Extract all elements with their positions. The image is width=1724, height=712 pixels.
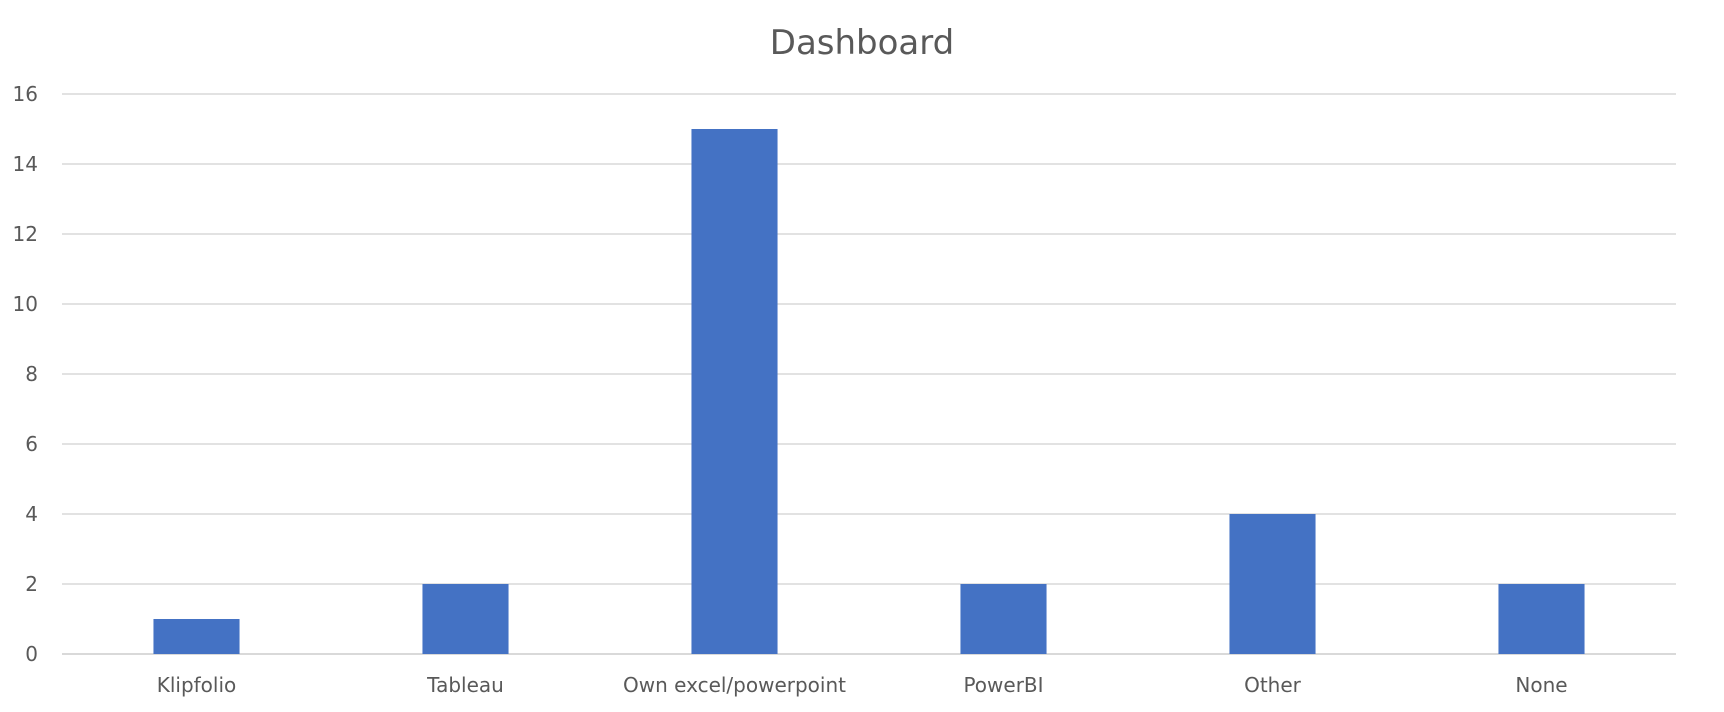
x-tick-label: Other [1244,673,1302,697]
y-tick-label: 6 [25,432,38,456]
x-tick-label: Klipfolio [157,673,237,697]
y-tick-label: 16 [13,82,38,106]
gridlines [62,93,1676,655]
y-axis-tick-labels: 0 2 4 6 8 10 12 14 16 [13,82,38,666]
bar-tableau [422,584,509,654]
bar-none [1498,584,1585,654]
y-tick-label: 14 [13,152,38,176]
bars [153,129,1585,654]
y-tick-label: 8 [25,362,38,386]
x-tick-label: None [1515,673,1567,697]
bar-powerbi [960,584,1047,654]
x-tick-label: PowerBI [963,673,1043,697]
bar-own-excel-powerpoint [691,129,778,654]
y-tick-label: 4 [25,502,38,526]
chart-title: Dashboard [770,23,954,63]
y-tick-label: 12 [13,222,38,246]
x-tick-label: Own excel/powerpoint [623,673,846,697]
x-axis-tick-labels: Klipfolio Tableau Own excel/powerpoint Powe… [157,673,1568,697]
y-tick-label: 0 [25,642,38,666]
bar-klipfolio [153,619,240,654]
x-tick-label: Tableau [426,673,504,697]
y-tick-label: 2 [25,572,38,596]
y-tick-label: 10 [13,292,38,316]
bar-other [1229,514,1316,654]
